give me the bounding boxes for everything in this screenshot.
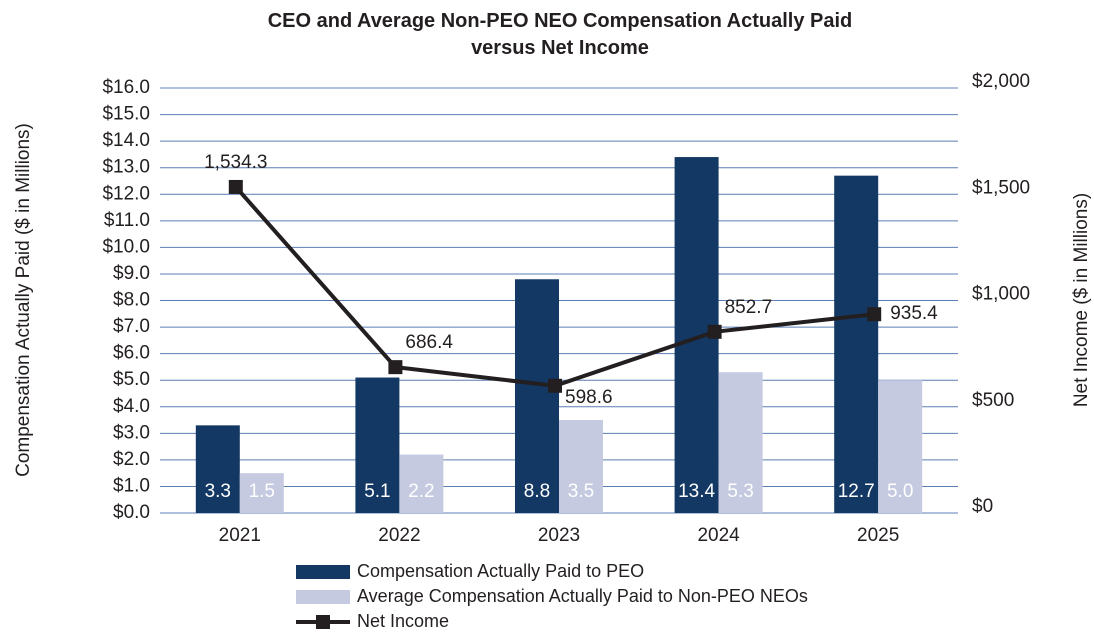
line-marker <box>388 360 403 375</box>
line-value-label: 598.6 <box>565 387 613 408</box>
y2-tick-label: $0 <box>972 496 993 517</box>
bar-value-label: 12.7 <box>838 481 875 502</box>
bar-value-label: 8.8 <box>524 481 550 502</box>
y-tick-label: $8.0 <box>113 290 150 311</box>
bar <box>239 473 284 513</box>
legend-label: Average Compensation Actually Paid to No… <box>357 586 808 606</box>
legend-label: Compensation Actually Paid to PEO <box>357 561 644 581</box>
y-tick-label: $2.0 <box>113 449 150 470</box>
x-tick-label: 2024 <box>697 525 740 546</box>
line-marker <box>867 307 882 322</box>
y-tick-label: $4.0 <box>113 396 150 417</box>
bar-value-label: 2.2 <box>408 481 434 502</box>
x-tick-label: 2023 <box>538 525 580 546</box>
line-marker <box>228 179 243 194</box>
bar-value-label: 13.4 <box>678 481 715 502</box>
bar-value-label: 5.0 <box>887 481 913 502</box>
y-tick-label: $3.0 <box>113 422 150 443</box>
y-tick-label: $0.0 <box>113 502 150 523</box>
bar <box>718 372 763 513</box>
y-tick-label: $10.0 <box>102 236 150 257</box>
y-tick-label: $7.0 <box>113 316 150 337</box>
line-marker <box>548 378 562 393</box>
x-tick-label: 2022 <box>378 525 420 546</box>
y-tick-label: $14.0 <box>102 130 150 151</box>
y-tick-label: $12.0 <box>102 183 150 204</box>
y2-tick-label: $1,000 <box>972 284 1030 305</box>
y-tick-label: $16.0 <box>102 77 150 98</box>
bar-value-label: 5.3 <box>727 481 753 502</box>
y2-axis-label: Net Income ($ in Millions) <box>1071 193 1092 407</box>
y-tick-label: $13.0 <box>102 157 150 178</box>
bar <box>559 420 603 513</box>
y2-tick-label: $500 <box>972 390 1014 411</box>
legend-swatch <box>296 565 350 579</box>
y-tick-label: $1.0 <box>113 475 150 496</box>
bar <box>878 380 923 513</box>
x-tick-label: 2021 <box>219 525 261 546</box>
bar <box>399 454 444 513</box>
legend-swatch <box>316 615 330 629</box>
bar <box>834 175 879 513</box>
bar-value-label: 1.5 <box>249 481 275 502</box>
bar-value-label: 3.3 <box>205 481 231 502</box>
legend-label: Net Income <box>357 611 449 631</box>
y2-tick-label: $2,000 <box>972 71 1030 92</box>
line-marker <box>707 324 722 339</box>
y-tick-label: $5.0 <box>113 369 150 390</box>
bar <box>355 377 400 513</box>
line-value-label: 686.4 <box>405 332 453 353</box>
y2-tick-label: $1,500 <box>972 177 1030 198</box>
bar <box>195 425 240 513</box>
legend-swatch <box>296 590 350 604</box>
chart-title: CEO and Average Non-PEO NEO Compensation… <box>267 10 853 59</box>
bar-value-label: 5.1 <box>364 481 390 502</box>
bar-value-label: 3.5 <box>568 481 594 502</box>
line-value-label: 852.7 <box>725 297 773 318</box>
y-tick-label: $11.0 <box>104 210 150 231</box>
y-tick-label: $6.0 <box>113 343 150 364</box>
y-tick-label: $9.0 <box>113 263 150 284</box>
line-value-label: 935.4 <box>890 303 938 324</box>
bar <box>515 279 559 513</box>
line-value-label: 1,534.3 <box>204 152 267 173</box>
y-tick-label: $15.0 <box>102 104 150 125</box>
y-axis-label: Compensation Actually Paid ($ in Million… <box>13 123 34 477</box>
x-tick-label: 2025 <box>857 525 899 546</box>
